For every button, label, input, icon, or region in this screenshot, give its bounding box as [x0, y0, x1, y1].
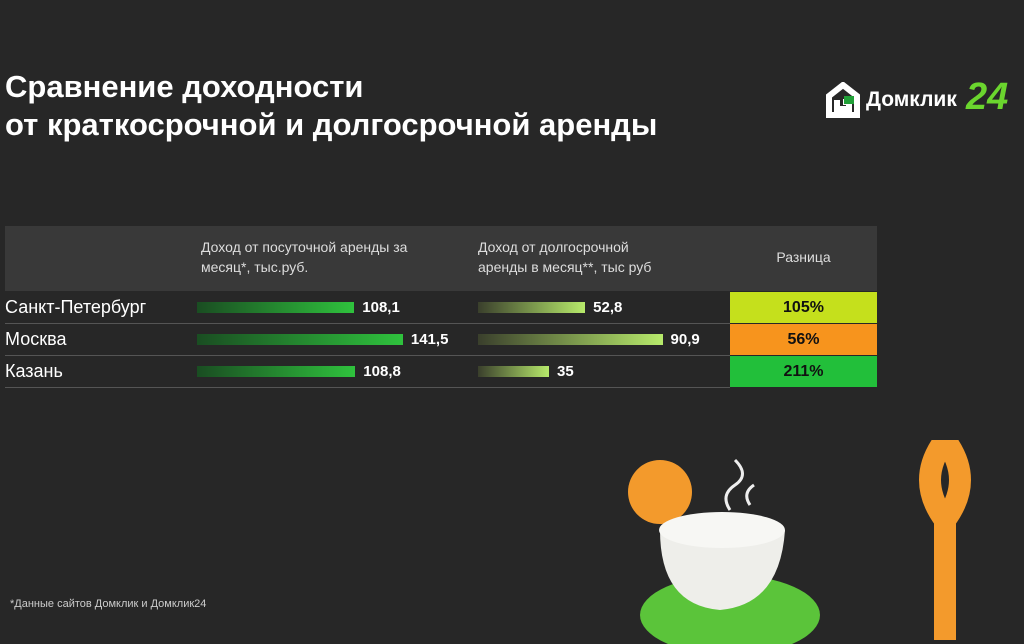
- title: Сравнение доходности от краткосрочной и д…: [5, 68, 657, 144]
- steam: [724, 458, 755, 511]
- long-bar: [478, 302, 586, 313]
- footnote: *Данные сайтов Домклик и Домклик24: [10, 598, 207, 610]
- logo-svg: [826, 81, 860, 118]
- difference: 211%: [730, 356, 877, 387]
- illustration: [628, 440, 971, 644]
- table-header: [5, 226, 877, 291]
- city: Санкт-Петербург: [5, 297, 147, 317]
- difference: 105%: [730, 292, 877, 323]
- logo-suffix: 24: [966, 76, 1009, 118]
- table-row: [5, 323, 730, 356]
- logo-accent: [844, 96, 854, 104]
- short-bar: [197, 366, 356, 377]
- logo: Домклик: [866, 88, 957, 111]
- column-header: Доход от посуточной аренды за месяц*, ты…: [201, 239, 408, 275]
- long-label: 52,8: [593, 299, 623, 316]
- long-bar: [478, 334, 663, 345]
- short-label: 108,8: [363, 363, 401, 380]
- long-label: 35: [557, 363, 574, 380]
- short-bar: [197, 302, 355, 313]
- cup: [660, 530, 785, 610]
- long-bar: [478, 366, 550, 377]
- cup-rim: [659, 512, 785, 548]
- column-header: Доход от долгосрочной аренды в месяц**, …: [478, 239, 652, 275]
- table-row: [5, 291, 730, 324]
- table-row: [5, 355, 730, 388]
- short-bar: [197, 334, 403, 345]
- logo-icon: [826, 81, 860, 118]
- title-line: от краткосрочной и долгосрочной аренды: [5, 107, 658, 142]
- key: [919, 440, 971, 640]
- column-header: Разница: [776, 249, 831, 265]
- difference: 56%: [730, 324, 877, 355]
- short-label: 141,5: [410, 331, 449, 348]
- city: Казань: [5, 361, 63, 381]
- city: Москва: [5, 329, 67, 349]
- short-label: 108,1: [362, 299, 400, 316]
- long-label: 90,9: [670, 331, 700, 348]
- cookie: [628, 460, 692, 524]
- title-line: Сравнение доходности: [5, 69, 364, 104]
